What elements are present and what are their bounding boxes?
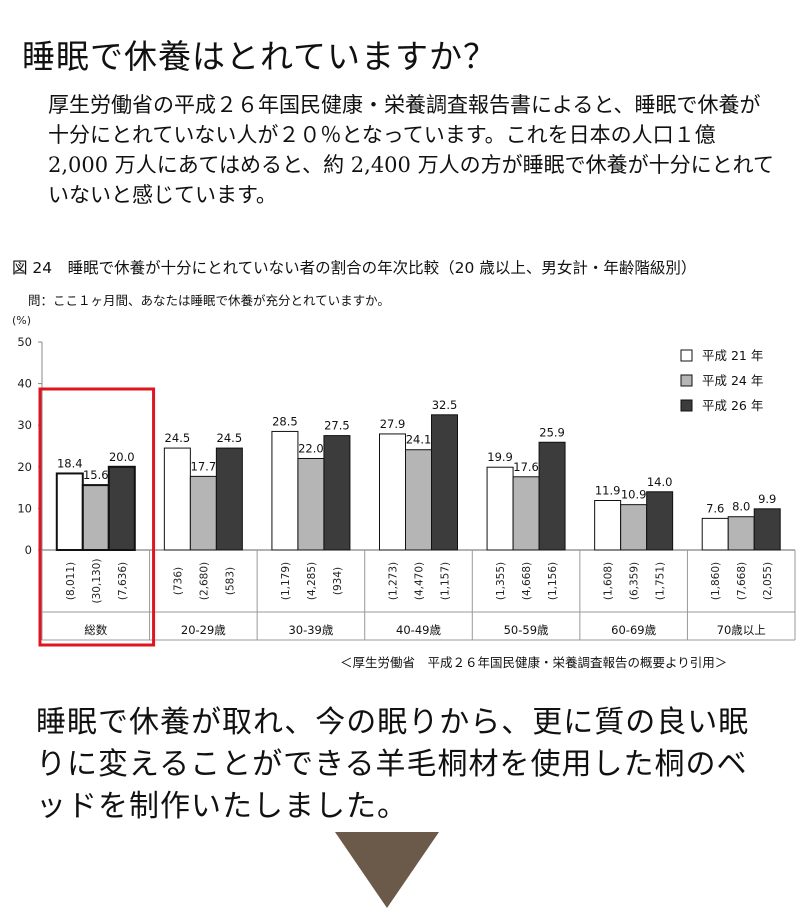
bar xyxy=(701,517,729,551)
sample-size-label: (1,156) xyxy=(547,562,559,600)
sample-size-label: (1,355) xyxy=(495,562,507,600)
x-tick-label: 70歳以上 xyxy=(717,623,766,637)
closing-message: 睡眠で休養が取れ、今の眠りから、更に質の良い眠りに変えることができる羊毛桐材を使… xyxy=(36,705,750,824)
bar-chart: (%) 0 10 20 30 40 50 18.4 (8,011) 15.6 (30,130) 20.… xyxy=(12,314,796,647)
data-label: 27.5 xyxy=(324,419,350,433)
bar xyxy=(486,466,514,551)
data-label: 14.0 xyxy=(647,475,673,489)
highlight-box xyxy=(38,387,156,647)
sample-size-label: (2,680) xyxy=(198,562,210,600)
legend-label: 平成 24 年 xyxy=(702,373,763,388)
bar xyxy=(512,476,540,551)
data-label: 7.6 xyxy=(706,501,724,515)
sample-size-label: (4,285) xyxy=(306,562,318,600)
sample-size-label: (1,273) xyxy=(388,562,400,600)
y-tick-label: 0 xyxy=(25,543,32,557)
bar xyxy=(594,499,622,551)
data-label: 28.5 xyxy=(272,414,298,428)
source-citation: ＜厚生労働省 平成２６年国民健康・栄養調査報告の概要より引用＞ xyxy=(340,655,728,670)
x-tick-label: 40-49歳 xyxy=(396,623,441,637)
sample-size-label: (1,179) xyxy=(280,562,292,600)
bar xyxy=(55,472,84,551)
sample-size-label: (4,668) xyxy=(521,562,533,600)
bar xyxy=(81,484,110,552)
bar xyxy=(431,414,458,551)
y-tick-label: 20 xyxy=(17,460,32,474)
sample-size-label: (736) xyxy=(172,567,184,595)
legend-swatch xyxy=(680,399,693,412)
data-label: 24.5 xyxy=(165,431,191,445)
bar xyxy=(727,516,755,551)
bar xyxy=(189,475,217,551)
bar xyxy=(620,504,648,551)
survey-question: 問：ここ１ヶ月間、あなたは睡眠で休養が充分とれていますか。 xyxy=(28,293,390,308)
x-tick-label: 30-39歳 xyxy=(288,623,333,637)
bar xyxy=(271,430,299,551)
data-label: 15.6 xyxy=(83,468,109,482)
x-tick-label: 50-59歳 xyxy=(504,623,549,637)
x-tick-label: 60-69歳 xyxy=(611,623,656,637)
sample-size-label: (6,359) xyxy=(629,562,641,600)
bar xyxy=(753,508,781,551)
data-label: 17.6 xyxy=(513,460,539,474)
intro-paragraph: 厚生労働省の平成２６年国民健康・栄養調査報告書によると、睡眠で休養が十分にとれて… xyxy=(48,93,774,207)
data-label: 24.1 xyxy=(406,433,432,447)
data-label: 10.9 xyxy=(621,488,647,502)
sample-size-label: (8,011) xyxy=(65,562,77,600)
legend-swatch xyxy=(680,349,693,362)
sample-size-label: (2,055) xyxy=(762,562,774,600)
data-label: 8.0 xyxy=(732,500,750,514)
data-label: 24.5 xyxy=(217,431,243,445)
y-axis-unit: (%) xyxy=(12,314,31,327)
x-tick-label: 20-29歳 xyxy=(181,623,226,637)
bar xyxy=(646,491,674,551)
legend-swatch xyxy=(680,374,693,387)
sample-size-label: (1,157) xyxy=(440,562,452,600)
x-tick-label: 総数 xyxy=(84,623,107,637)
data-label: 25.9 xyxy=(539,425,565,439)
data-label: 9.9 xyxy=(758,492,776,506)
bar xyxy=(323,435,351,551)
bar xyxy=(538,441,566,551)
data-label: 17.7 xyxy=(191,459,217,473)
bar xyxy=(379,433,406,551)
bar xyxy=(107,465,136,551)
sample-size-label: (1,860) xyxy=(710,562,722,600)
page-title: 睡眠で休養はとれていますか？ xyxy=(22,37,498,76)
data-label: 20.0 xyxy=(109,450,135,464)
sample-size-label: (934) xyxy=(332,567,344,595)
data-label: 19.9 xyxy=(487,450,513,464)
sample-size-label: (1,751) xyxy=(655,562,667,600)
sample-size-label: (4,470) xyxy=(414,562,426,600)
bar xyxy=(297,457,325,551)
sample-size-label: (1,608) xyxy=(603,562,615,600)
data-label: 22.0 xyxy=(298,441,324,455)
sample-size-label: (7,636) xyxy=(117,562,129,600)
y-tick-label: 40 xyxy=(17,377,32,391)
sample-size-label: (583) xyxy=(224,567,236,595)
y-tick-label: 10 xyxy=(17,501,32,515)
data-label: 11.9 xyxy=(595,483,621,497)
legend-label: 平成 21 年 xyxy=(702,348,763,363)
sample-size-label: (7,668) xyxy=(736,562,748,600)
y-tick-label: 50 xyxy=(17,335,32,349)
bar xyxy=(163,447,191,551)
data-label: 32.5 xyxy=(432,398,458,412)
down-arrow-icon xyxy=(335,832,439,908)
bar xyxy=(215,447,243,551)
sample-size-label: (30,130) xyxy=(91,559,103,604)
bar xyxy=(405,449,432,551)
y-tick-label: 30 xyxy=(17,418,32,432)
data-label: 27.9 xyxy=(380,417,406,431)
figure-title: 図 24 睡眠で休養が十分にとれていない者の割合の年次比較（20 歳以上、男女計… xyxy=(12,259,697,277)
legend-label: 平成 26 年 xyxy=(702,398,763,413)
data-label: 18.4 xyxy=(57,456,83,470)
